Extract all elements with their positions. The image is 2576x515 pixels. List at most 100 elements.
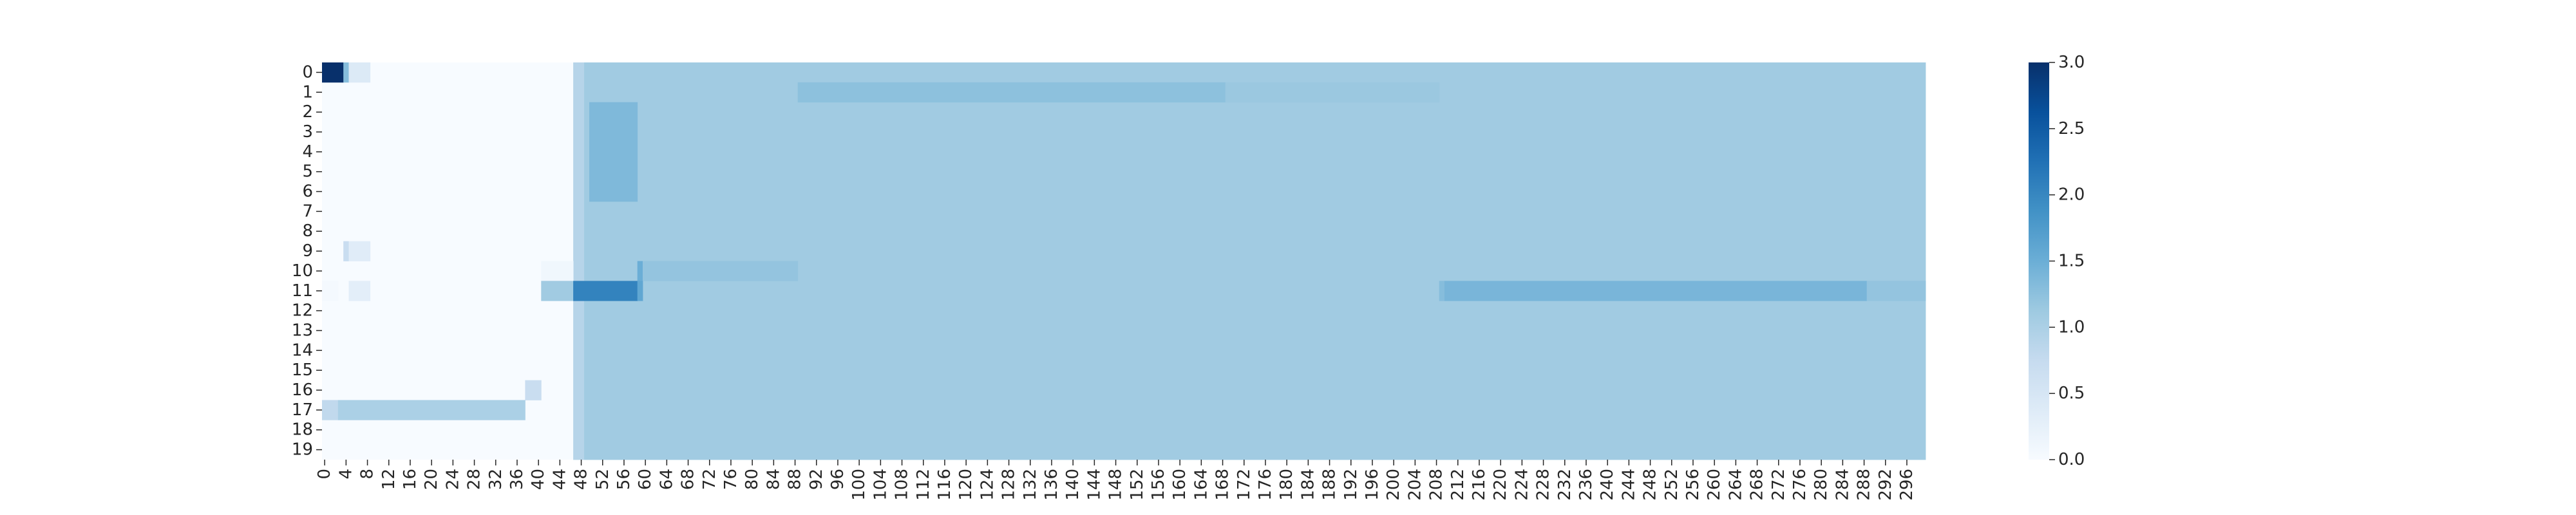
column-tick-label: 124 bbox=[978, 469, 997, 501]
column-tick-label: 256 bbox=[1683, 469, 1703, 501]
column-tick-label: 24 bbox=[443, 469, 462, 490]
row-tick-label: 9 bbox=[302, 241, 313, 261]
column-tick-label: 112 bbox=[914, 469, 933, 501]
column-tick-label: 40 bbox=[529, 469, 548, 490]
colorbar-tick-label: 2.0 bbox=[2058, 185, 2085, 205]
column-tick-label: 136 bbox=[1042, 469, 1061, 501]
column-tick-label: 252 bbox=[1662, 469, 1681, 501]
column-tick-label: 108 bbox=[893, 469, 912, 501]
heatmap-cell-block bbox=[322, 281, 339, 301]
column-tick-label: 76 bbox=[721, 469, 741, 490]
column-tick-label: 60 bbox=[636, 469, 655, 490]
column-tick-label: 152 bbox=[1128, 469, 1147, 501]
column-tick-label: 268 bbox=[1748, 469, 1767, 501]
column-tick-label: 116 bbox=[935, 469, 954, 501]
heatmap-cell-block bbox=[1439, 281, 1445, 301]
heatmap-cell-block bbox=[322, 400, 339, 420]
column-tick-label: 176 bbox=[1256, 469, 1275, 501]
colorbar-tick-label: 3.0 bbox=[2058, 53, 2085, 72]
column-tick-label: 288 bbox=[1855, 469, 1874, 501]
colorbar-tick-label: 1.0 bbox=[2058, 317, 2085, 337]
heatmap-cell-block bbox=[573, 281, 638, 301]
column-tick-label: 156 bbox=[1149, 469, 1168, 501]
column-tick-label: 44 bbox=[550, 469, 569, 490]
colorbar-tick-label: 2.5 bbox=[2058, 119, 2085, 138]
row-tick-label: 6 bbox=[302, 182, 313, 201]
heatmap-cell-block bbox=[348, 241, 371, 261]
column-tick-label: 216 bbox=[1470, 469, 1489, 501]
row-tick-label: 10 bbox=[292, 261, 313, 281]
column-tick-label: 140 bbox=[1063, 469, 1083, 501]
heatmap-cell-block bbox=[1866, 281, 1926, 301]
column-tick-label: 272 bbox=[1769, 469, 1788, 501]
column-tick-label: 168 bbox=[1213, 469, 1233, 501]
column-tick-label: 292 bbox=[1876, 469, 1895, 501]
column-tick-label: 80 bbox=[743, 469, 762, 490]
column-tick-label: 20 bbox=[422, 469, 441, 490]
heatmap-cell-block bbox=[343, 241, 349, 261]
column-tick-label: 56 bbox=[614, 469, 634, 490]
column-tick-label: 264 bbox=[1726, 469, 1745, 501]
column-tick-label: 4 bbox=[336, 469, 355, 480]
column-tick-label: 16 bbox=[401, 469, 420, 490]
heatmap-cell-block bbox=[322, 62, 344, 83]
heatmap-cell-block bbox=[1225, 82, 1440, 103]
column-tick-label: 96 bbox=[828, 469, 848, 490]
column-tick-label: 72 bbox=[700, 469, 719, 490]
column-tick-label: 52 bbox=[593, 469, 612, 490]
column-tick-label: 104 bbox=[871, 469, 890, 501]
row-tick-label: 12 bbox=[292, 301, 313, 321]
row-tick-label: 11 bbox=[292, 281, 313, 301]
column-tick-label: 160 bbox=[1170, 469, 1189, 501]
column-tick-label: 84 bbox=[764, 469, 783, 490]
row-tick-label: 13 bbox=[292, 321, 313, 340]
column-tick-label: 200 bbox=[1384, 469, 1403, 501]
heatmap-cell-block bbox=[637, 281, 643, 301]
column-tick-label: 276 bbox=[1790, 469, 1810, 501]
column-tick-label: 244 bbox=[1619, 469, 1638, 501]
heatmap-cell-block bbox=[541, 261, 574, 281]
row-tick-label: 18 bbox=[292, 420, 313, 440]
heatmap-cell-block bbox=[583, 62, 1926, 460]
colorbar-tick-label: 0.5 bbox=[2058, 384, 2085, 403]
row-tick-label: 4 bbox=[302, 142, 313, 162]
row-tick-label: 15 bbox=[292, 360, 313, 380]
column-tick-label: 148 bbox=[1106, 469, 1126, 501]
column-tick-label: 100 bbox=[849, 469, 869, 501]
heatmap-cell-block bbox=[589, 102, 638, 202]
column-tick-label: 236 bbox=[1577, 469, 1596, 501]
heatmap-cell-block bbox=[348, 62, 371, 83]
heatmap-cell-block bbox=[343, 62, 349, 83]
column-tick-label: 296 bbox=[1897, 469, 1917, 501]
column-tick-label: 92 bbox=[807, 469, 826, 490]
colorbar-tick-label: 1.5 bbox=[2058, 252, 2085, 271]
column-tick-label: 284 bbox=[1833, 469, 1852, 501]
column-tick-label: 164 bbox=[1191, 469, 1211, 501]
column-tick-label: 48 bbox=[572, 469, 591, 490]
column-tick-label: 204 bbox=[1405, 469, 1425, 501]
heatmap-cell-block bbox=[797, 82, 1226, 103]
colorbar-tick-labels: 0.0 0.5 1.0 1.5 2.0 2.5 3.0 bbox=[2049, 53, 2085, 469]
colorbar-gradient bbox=[2029, 62, 2049, 460]
column-tick-label: 36 bbox=[507, 469, 527, 490]
column-tick-label: 196 bbox=[1363, 469, 1382, 501]
heatmap-cell-block bbox=[637, 261, 643, 281]
column-tick-label: 132 bbox=[1021, 469, 1040, 501]
row-tick-label: 1 bbox=[302, 82, 313, 102]
row-tick-label: 7 bbox=[302, 201, 313, 221]
column-tick-label: 260 bbox=[1705, 469, 1724, 501]
column-tick-label: 120 bbox=[956, 469, 976, 501]
row-tick-label: 0 bbox=[302, 62, 313, 82]
heatmap-cell-block bbox=[525, 380, 542, 400]
column-tick-label: 240 bbox=[1598, 469, 1617, 501]
row-tick-label: 5 bbox=[302, 162, 313, 182]
column-tick-label: 12 bbox=[379, 469, 399, 490]
column-tick-label: 128 bbox=[999, 469, 1019, 501]
row-tick-label: 17 bbox=[292, 400, 313, 420]
column-tick-label: 180 bbox=[1277, 469, 1296, 501]
column-tick-label: 184 bbox=[1298, 469, 1318, 501]
column-tick-label: 32 bbox=[486, 469, 506, 490]
column-tick-label: 192 bbox=[1341, 469, 1361, 501]
